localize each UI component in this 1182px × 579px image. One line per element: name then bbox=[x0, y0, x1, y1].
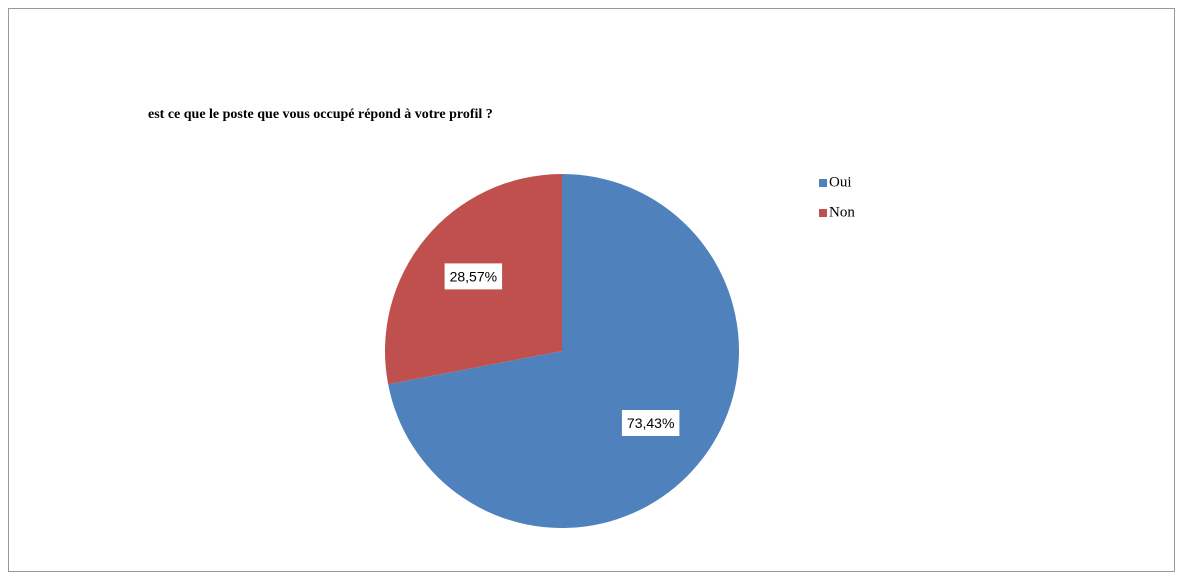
legend-swatch bbox=[819, 209, 827, 217]
legend-label: Non bbox=[829, 204, 855, 220]
data-label: 28,57% bbox=[450, 268, 497, 284]
data-label-box bbox=[621, 410, 680, 437]
data-label: 73,43% bbox=[627, 415, 674, 431]
legend-swatch bbox=[819, 179, 827, 187]
data-label-box bbox=[444, 263, 503, 290]
legend-label: Oui bbox=[829, 174, 852, 190]
pie-slice bbox=[388, 174, 739, 528]
chart-title: est ce que le poste que vous occupé répo… bbox=[148, 107, 493, 122]
